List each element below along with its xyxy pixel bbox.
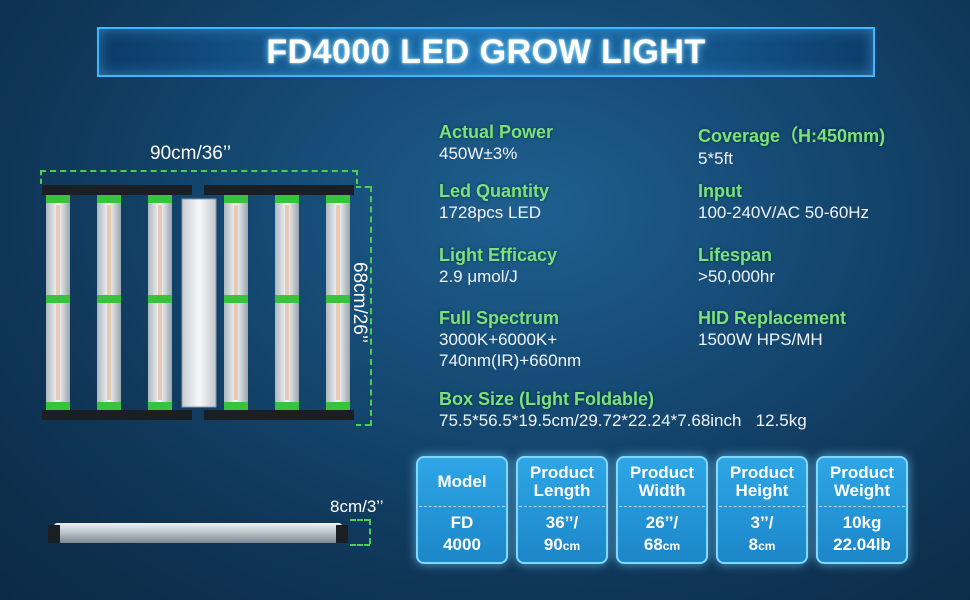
card-divider (719, 506, 805, 507)
page-title: FD4000 LED GROW LIGHT (266, 32, 706, 71)
spec-lifespan: Lifespan >50,000hr (698, 245, 775, 287)
spec-value: 1500W HPS/MH (698, 330, 823, 349)
fixture-profile-image (48, 523, 348, 543)
spec-input: Input 100-240V/AC 50-60Hz (698, 181, 869, 223)
spec-value: 450W±3% (439, 144, 518, 163)
spec-label: Box Size (Light Foldable) (439, 389, 654, 409)
card-head: Product Width (629, 463, 695, 500)
spec-value-line2: 740nm(IR)+660nm (439, 351, 582, 370)
spec-light-efficacy: Light Efficacy 2.9 μmol/J (439, 245, 557, 287)
spec-value: 100-240V/AC 50-60Hz (698, 203, 870, 222)
spec-value: 75.5*56.5*19.5cm/29.72*22.24*7.68inch 12… (439, 411, 807, 430)
card-value-line2: 22.04lb (833, 535, 891, 554)
spec-led-quantity: Led Quantity 1728pcs LED (439, 181, 549, 223)
spec-label: Coverage（H:450mm) (698, 126, 886, 146)
width-dimension-tick-right (356, 170, 358, 184)
spec-label: Light Efficacy (439, 245, 558, 265)
card-divider (419, 506, 505, 507)
led-bar (275, 195, 299, 410)
spec-value: 2.9 μmol/J (439, 267, 518, 286)
spec-box-size: Box Size (Light Foldable) 75.5*56.5*19.5… (439, 389, 807, 431)
card-value-line1: 10kg (842, 513, 882, 532)
led-bar (326, 195, 350, 410)
card-divider (819, 506, 905, 507)
spec-value: >50,000hr (698, 267, 776, 286)
card-product-width: Product Width 26’’/ 68cm (616, 456, 708, 564)
led-bar (46, 195, 70, 410)
spec-label: Full Spectrum (439, 308, 560, 328)
spec-value-line1: 3000K+6000K+ (439, 330, 558, 349)
spec-label: Input (698, 181, 742, 201)
card-value-line2: 68 (643, 535, 663, 554)
led-bar (148, 195, 172, 410)
card-head: Model (437, 472, 487, 491)
card-product-height: Product Height 3’’/ 8cm (716, 456, 808, 564)
spec-label: Led Quantity (439, 181, 550, 201)
card-value-line2: 4000 (443, 535, 481, 554)
profile-dimension-tick-bottom (350, 544, 370, 546)
card-head: Product Weight (829, 463, 895, 500)
card-value-line1: FD (450, 513, 474, 532)
width-dimension-line (40, 170, 358, 172)
spec-coverage: Coverage（H:450mm) 5*5ft (698, 122, 885, 169)
width-dimension-label: 90cm/36’’ (150, 143, 231, 164)
card-value-line1: 26’’/ (645, 513, 679, 532)
spec-label: Actual Power (439, 122, 554, 142)
card-value-line1: 3’’/ (750, 513, 774, 532)
spec-full-spectrum: Full Spectrum 3000K+6000K+ 740nm(IR)+660… (439, 308, 581, 371)
height-dimension-tick-bottom (356, 424, 370, 426)
width-dimension-tick-left (40, 170, 42, 184)
card-value-unit: cm (662, 539, 681, 553)
spec-label: Lifespan (698, 245, 773, 265)
card-head: Product Length (529, 463, 595, 500)
spec-actual-power: Actual Power 450W±3% (439, 122, 553, 164)
card-model: Model FD 4000 (416, 456, 508, 564)
card-product-weight: Product Weight 10kg 22.04lb (816, 456, 908, 564)
card-value-unit: cm (562, 539, 581, 553)
grow-light-fixture-image (42, 185, 354, 420)
spec-label: HID Replacement (698, 308, 847, 328)
card-product-length: Product Length 36’’/ 90cm (516, 456, 608, 564)
card-value-line2: 90 (543, 535, 563, 554)
spec-value: 5*5ft (698, 149, 733, 168)
spec-value: 1728pcs LED (439, 203, 542, 222)
card-divider (519, 506, 605, 507)
card-value-line2: 8 (748, 535, 759, 554)
profile-dimension-tick-top (350, 519, 370, 521)
spec-hid-replacement: HID Replacement 1500W HPS/MH (698, 308, 846, 350)
title-banner: FD4000 LED GROW LIGHT (97, 27, 875, 77)
led-bar (224, 195, 248, 410)
profile-dimension-label: 8cm/3’’ (330, 497, 384, 516)
card-divider (619, 506, 705, 507)
height-dimension-tick-top (356, 186, 370, 188)
card-value-line1: 36’’/ (545, 513, 579, 532)
card-head: Product Height (729, 463, 795, 500)
card-value-unit: cm (758, 539, 776, 553)
profile-dimension-line (369, 519, 371, 544)
led-bar (97, 195, 121, 410)
height-dimension-line (370, 186, 372, 426)
